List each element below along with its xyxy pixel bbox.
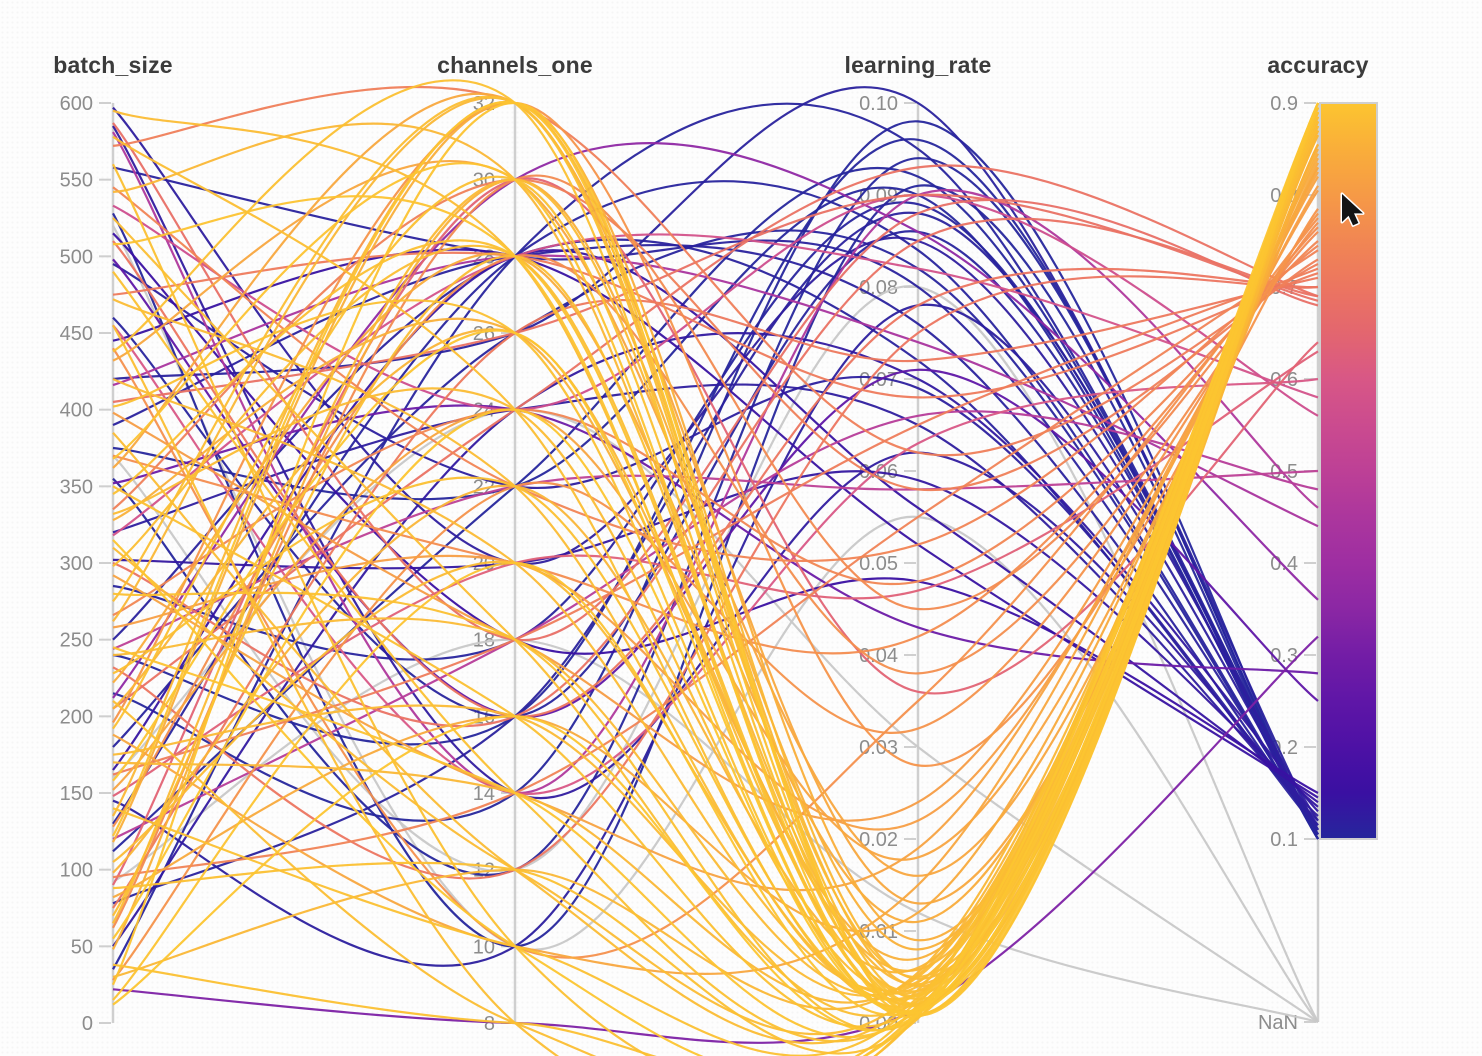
tick-label: 18: [473, 630, 495, 652]
tick-label: 350: [60, 476, 93, 498]
tick-label: 8: [484, 1013, 495, 1035]
axis-title-accuracy: accuracy: [1267, 52, 1369, 78]
run-line[interactable]: [112, 85, 1319, 457]
run-line[interactable]: [112, 122, 1319, 641]
tick-label: 0.03: [859, 737, 898, 759]
tick-label: 500: [60, 246, 93, 268]
tick-label: 0.1: [1270, 829, 1298, 851]
run-line[interactable]: [112, 638, 1319, 1024]
tick-label: 250: [60, 630, 93, 652]
run-line[interactable]: [112, 233, 1319, 537]
run-line[interactable]: [112, 101, 1319, 767]
tick-label: 0.05: [859, 553, 898, 575]
tick-label: 0: [82, 1013, 93, 1035]
run-line[interactable]: [112, 131, 1319, 795]
tick-label: 150: [60, 783, 93, 805]
run-line[interactable]: [112, 469, 1319, 650]
tick-label: 550: [60, 170, 93, 192]
run-line[interactable]: [112, 102, 1320, 1032]
run-line[interactable]: [112, 166, 1319, 831]
tick-label: 50: [71, 936, 93, 958]
run-line[interactable]: [112, 176, 1319, 892]
axis-title-batch-size: batch_size: [53, 52, 173, 78]
tick-label: 400: [60, 400, 93, 422]
run-line[interactable]: [112, 178, 1319, 511]
run-line[interactable]: [112, 102, 1320, 1014]
run-line[interactable]: [112, 243, 1319, 831]
run-line[interactable]: [112, 221, 1319, 828]
run-line[interactable]: [112, 254, 1319, 528]
run-line[interactable]: [112, 107, 1320, 1016]
tick-label: 300: [60, 553, 93, 575]
run-line[interactable]: [112, 226, 1319, 655]
tick-label: 10: [473, 936, 495, 958]
run-line[interactable]: [112, 166, 1319, 975]
run-line[interactable]: [112, 107, 1320, 1017]
run-line[interactable]: [112, 225, 1319, 1023]
tick-label: 450: [60, 323, 93, 345]
axis-title-learning-rate: learning_rate: [844, 52, 992, 78]
run-line[interactable]: [112, 184, 1319, 948]
tick-label: 100: [60, 860, 93, 882]
run-line[interactable]: [112, 240, 1319, 617]
tick-label: 200: [60, 706, 93, 728]
tick-label: 0.10: [859, 93, 898, 115]
tick-label: 14: [473, 783, 495, 805]
tick-label: 0.9: [1270, 93, 1298, 115]
tick-label: 600: [60, 93, 93, 115]
axis-title-channels-one: channels_one: [437, 52, 593, 78]
run-line[interactable]: [112, 101, 1320, 1015]
run-line[interactable]: [112, 102, 1320, 1056]
run-line[interactable]: [112, 635, 1319, 1044]
tick-label: 0.02: [859, 829, 898, 851]
run-line[interactable]: [112, 251, 1319, 399]
mouse-cursor-icon: [1340, 192, 1365, 227]
run-line[interactable]: [112, 383, 1319, 822]
run-line[interactable]: [112, 102, 1320, 1015]
tick-label-nan: NaN: [1258, 1012, 1298, 1034]
run-line[interactable]: [112, 217, 1319, 959]
run-lines-layer: [111, 79, 1320, 1056]
accuracy-colorbar-legend: [1319, 102, 1378, 840]
